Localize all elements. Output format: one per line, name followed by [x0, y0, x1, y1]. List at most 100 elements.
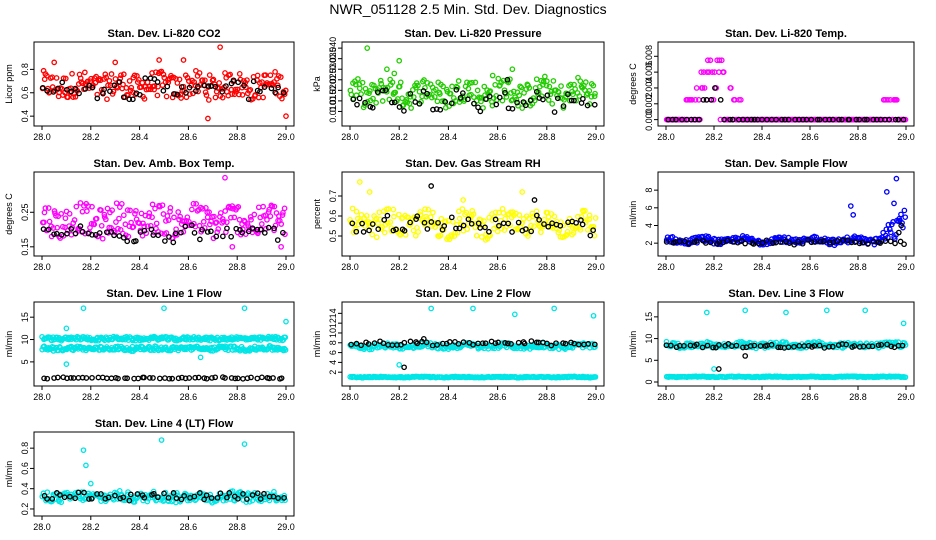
data-point [197, 236, 203, 243]
data-point [892, 240, 898, 247]
data-point [555, 89, 562, 96]
data-point [494, 228, 501, 235]
data-point [163, 218, 169, 224]
data-point [144, 223, 151, 230]
data-point [851, 343, 858, 349]
data-point [437, 91, 443, 97]
data-point [401, 108, 407, 114]
data-point [477, 108, 484, 115]
data-point [82, 85, 89, 92]
panel-title: Stan. Dev. Line 4 (LT) Flow [95, 418, 234, 430]
data-point [240, 375, 246, 382]
data-point [560, 340, 566, 347]
data-point [384, 66, 390, 73]
data-point [564, 228, 571, 235]
data-point [203, 92, 210, 98]
data-point [95, 374, 102, 381]
data-point [587, 232, 594, 239]
data-point [688, 116, 695, 123]
data-point [68, 88, 75, 95]
data-point [373, 234, 380, 241]
x-tick-label: 28.2 [705, 392, 723, 402]
data-point [264, 216, 270, 223]
data-point [126, 497, 133, 504]
data-point [387, 219, 394, 225]
data-point [591, 93, 598, 100]
data-point [151, 86, 157, 93]
data-point [509, 66, 516, 73]
data-point [401, 227, 408, 234]
x-tick-label: 28.8 [228, 392, 246, 402]
data-point [206, 209, 212, 216]
data-point [214, 494, 221, 501]
data-point [235, 495, 241, 502]
data-point [205, 97, 212, 103]
data-point [545, 213, 552, 220]
data-point [515, 102, 521, 109]
data-point [430, 209, 436, 216]
data-point [224, 494, 230, 501]
data-point [373, 99, 379, 106]
data-point [902, 342, 909, 348]
data-point [149, 214, 155, 221]
y-axis-label: degrees C [628, 63, 638, 105]
data-point [358, 91, 364, 97]
data-point [160, 71, 167, 78]
data-point [460, 197, 467, 203]
data-point [401, 364, 407, 371]
y-tick-label: 12 [328, 318, 338, 328]
data-point [96, 230, 103, 236]
data-point [720, 69, 727, 75]
data-point [570, 229, 577, 236]
data-point [388, 99, 395, 106]
data-point [826, 116, 833, 123]
data-point [108, 229, 115, 235]
data-point [134, 491, 141, 497]
data-point [66, 210, 73, 217]
data-point [769, 240, 776, 246]
data-point [448, 214, 455, 221]
y-tick-label: 0.4 [20, 482, 30, 495]
data-point [663, 239, 670, 245]
data-point [707, 57, 714, 64]
data-point [128, 219, 134, 226]
data-point [228, 233, 235, 240]
data-point [222, 174, 228, 181]
data-point [103, 74, 110, 81]
x-tick-label: 28.6 [801, 262, 819, 272]
y-tick-label: 0.004 [644, 77, 654, 100]
data-point [447, 90, 454, 97]
data-point [704, 342, 711, 349]
data-point [271, 225, 277, 232]
data-point [178, 95, 184, 101]
data-point [206, 72, 213, 78]
data-point [162, 375, 168, 381]
data-point [140, 220, 146, 227]
data-point [582, 207, 588, 214]
data-point [44, 375, 51, 382]
data-point [61, 494, 68, 501]
data-point [363, 212, 370, 219]
panel-title: Stan. Dev. Sample Flow [725, 158, 848, 170]
data-point [79, 228, 86, 235]
data-point [401, 339, 408, 346]
data-point [499, 97, 506, 104]
data-point [391, 99, 398, 106]
data-point [706, 69, 712, 75]
data-point [577, 78, 584, 84]
data-point [573, 219, 579, 226]
plot-frame [33, 301, 295, 387]
data-point [716, 57, 723, 64]
x-tick-label: 28.0 [657, 262, 675, 272]
data-point [521, 340, 528, 347]
data-point [126, 96, 133, 103]
data-point [282, 334, 289, 341]
data-point [397, 231, 404, 238]
data-point [502, 89, 508, 96]
data-point [383, 87, 389, 94]
data-point [55, 85, 61, 92]
data-point [261, 230, 268, 236]
data-point [240, 491, 246, 497]
data-point [199, 226, 205, 233]
figure-title: NWR_051128 2.5 Min. Std. Dev. Diagnostic… [329, 1, 606, 17]
